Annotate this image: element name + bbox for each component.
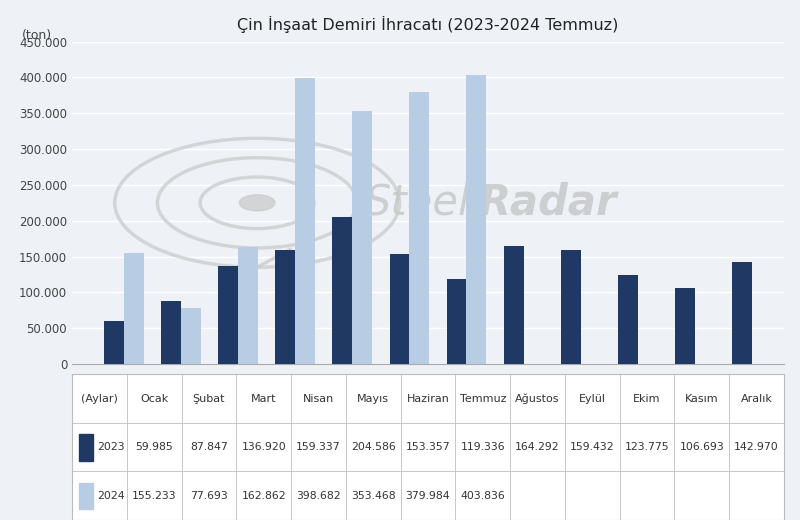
Bar [295,79,315,364]
Bar [124,253,144,364]
Bar [162,301,182,364]
Bar [275,250,295,364]
Bar [104,321,124,364]
Text: Steel: Steel [365,182,470,224]
Bar [333,217,353,364]
Bar [182,308,202,364]
Bar [503,246,523,364]
Bar [353,111,372,364]
Title: Çin İnşaat Demiri İhracatı (2023-2024 Temmuz): Çin İnşaat Demiri İhracatı (2023-2024 Te… [238,17,618,33]
Text: (ton): (ton) [22,29,52,42]
Text: 2023: 2023 [97,442,125,452]
Bar [218,266,238,364]
Bar [561,250,581,364]
Text: 2024: 2024 [97,491,125,501]
Text: Radar: Radar [478,182,616,224]
Bar [674,288,694,364]
Bar [410,92,430,364]
Bar [238,248,258,364]
Bar [618,275,638,364]
Bar [390,254,410,364]
Circle shape [239,194,275,211]
Bar [466,75,486,364]
Bar [446,279,466,364]
Bar [732,262,752,364]
